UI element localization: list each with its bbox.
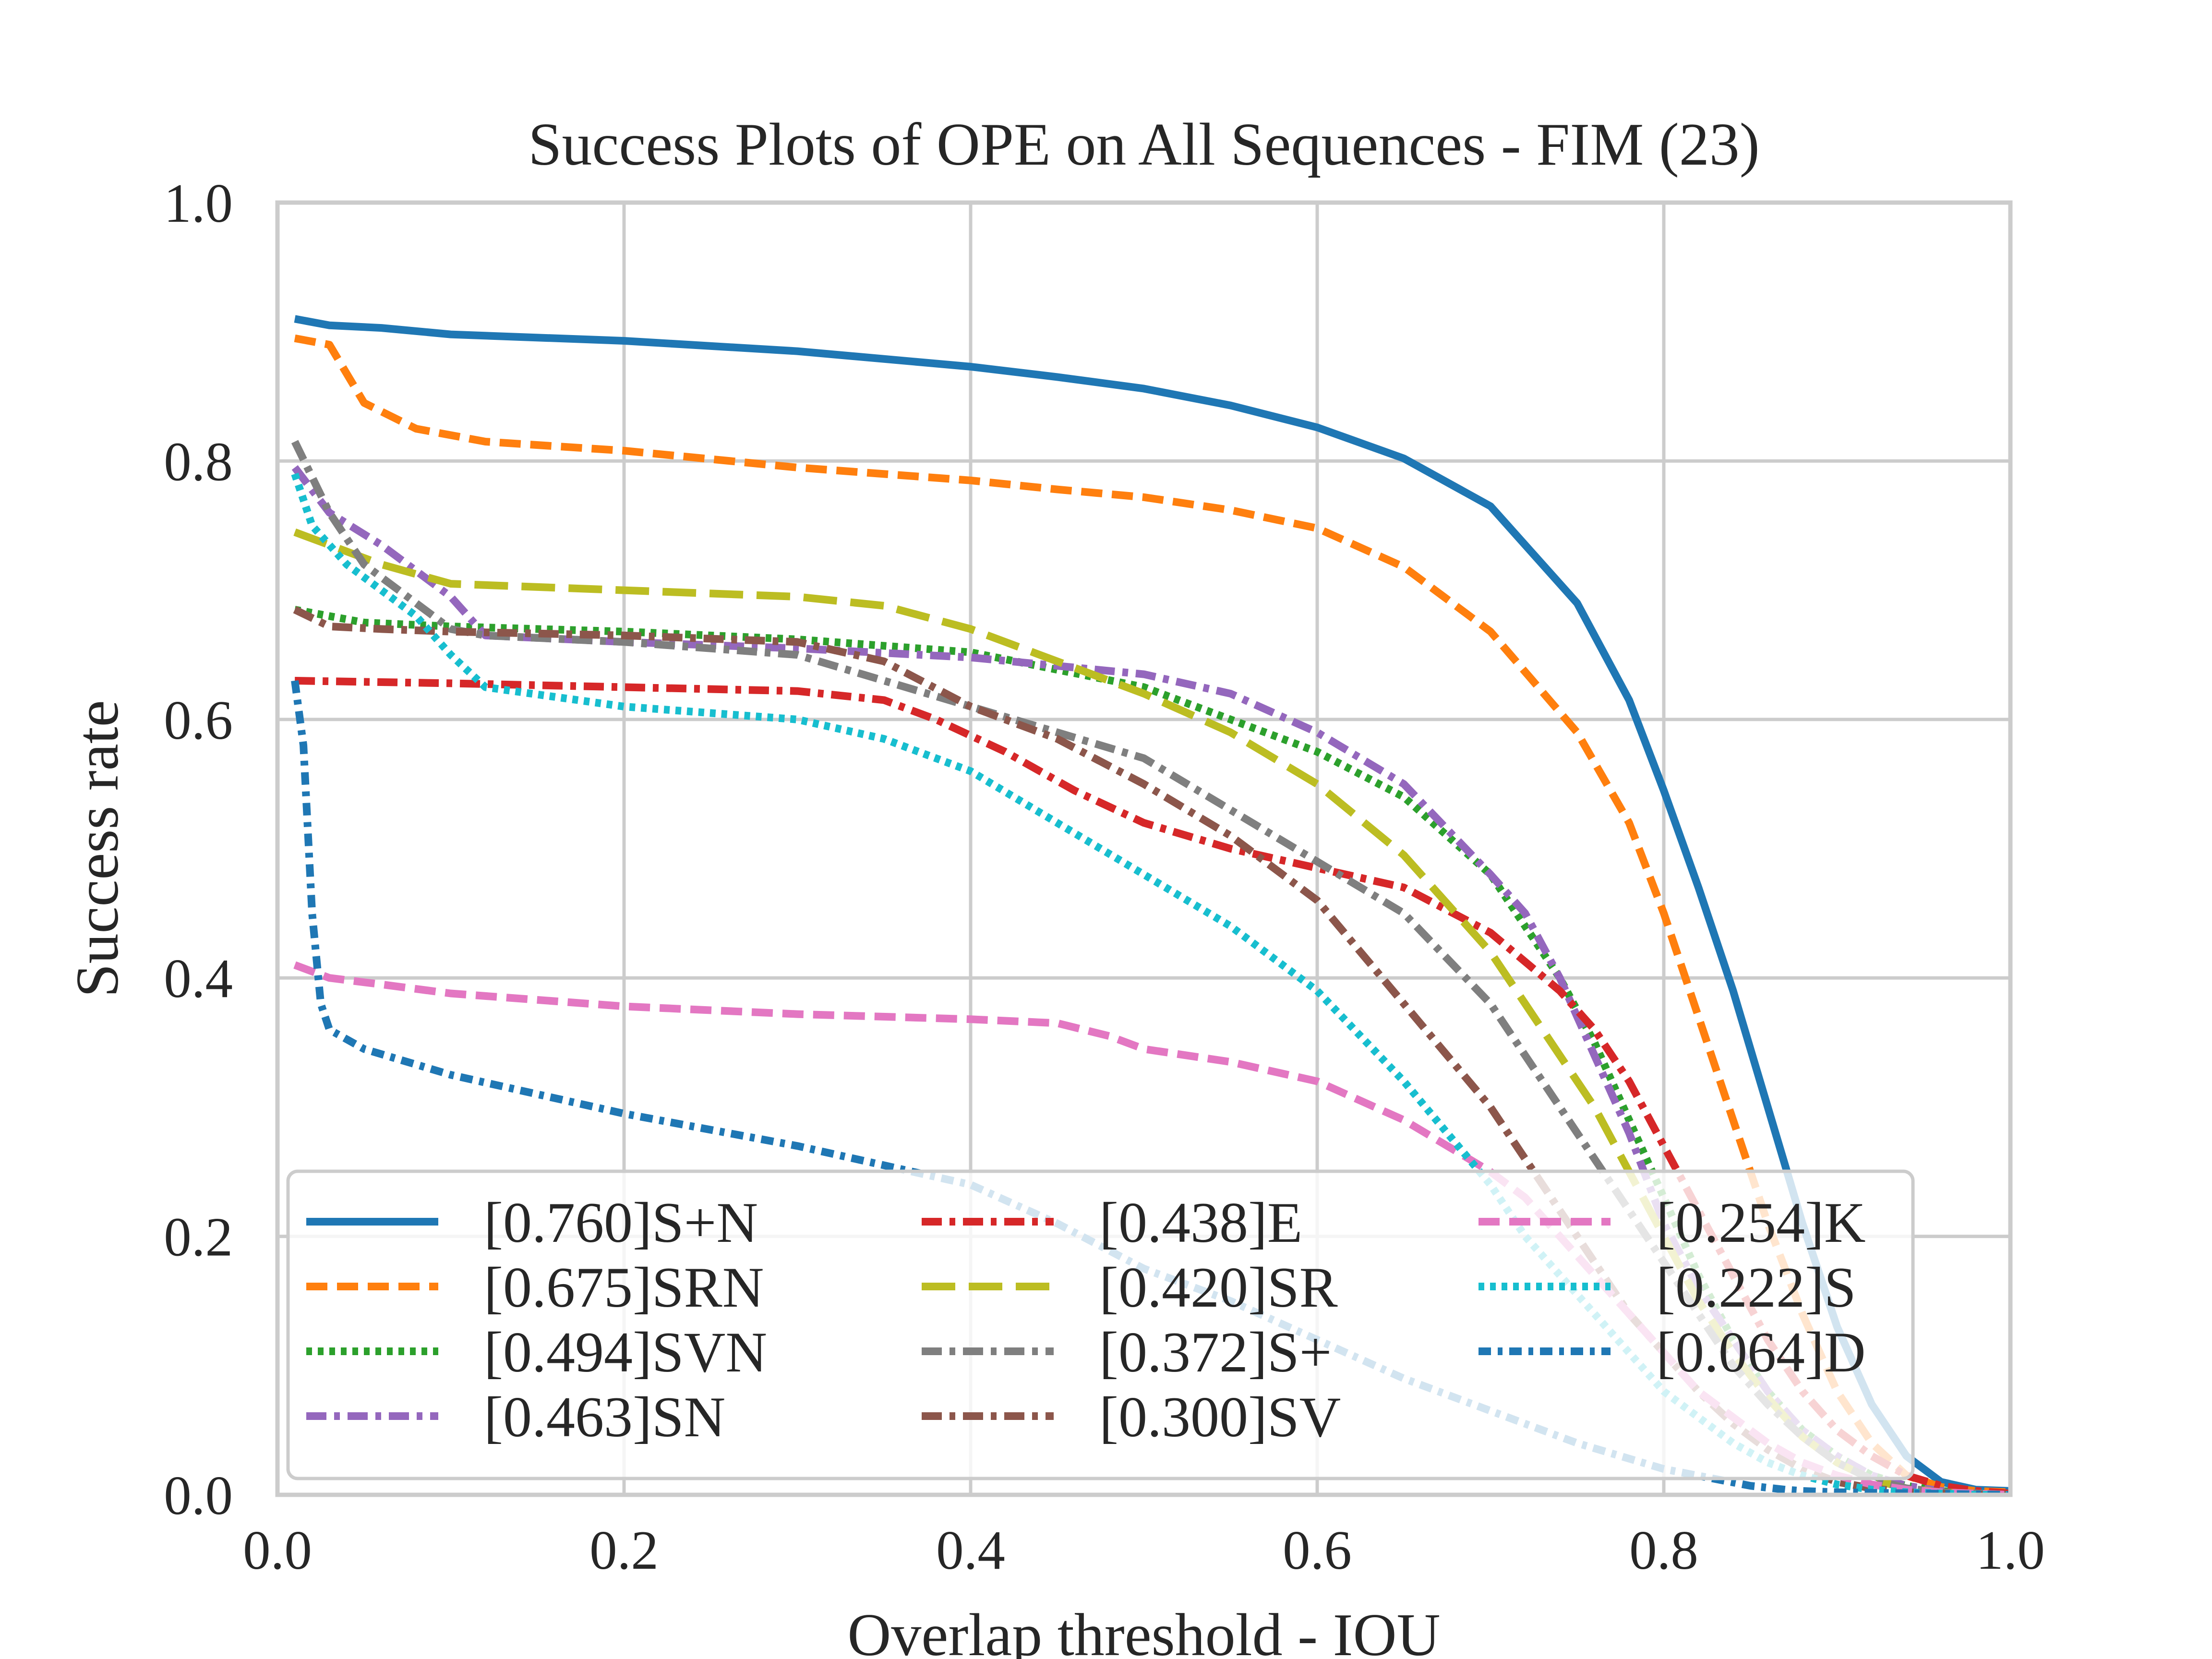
legend-label: [0.064]D — [1656, 1320, 1866, 1384]
chart-title: Success Plots of OPE on All Sequences - … — [528, 111, 1759, 178]
x-tick-label: 0.8 — [1629, 1520, 1698, 1581]
series-line-2 — [294, 606, 2010, 1495]
y-tick-label: 0.8 — [164, 431, 233, 492]
tick-labels: 0.0 0.2 0.4 0.6 0.8 1.0 0.0 0.2 0.4 0.6 0.8 1.0 — [164, 173, 2045, 1581]
x-tick-label: 0.4 — [936, 1520, 1005, 1581]
legend-label: [0.760]S+N — [484, 1190, 758, 1254]
y-tick-label: 0.2 — [164, 1207, 233, 1268]
legend-label: [0.675]SRN — [484, 1255, 764, 1319]
x-axis-label: Overlap threshold - IOU — [847, 1602, 1440, 1659]
y-tick-label: 1.0 — [164, 173, 233, 234]
x-tick-label: 0.0 — [243, 1520, 312, 1581]
legend: [0.760]S+N[0.675]SRN[0.494]SVN[0.463]SN [… — [286, 1169, 1915, 1480]
y-tick-label: 0.6 — [164, 690, 233, 751]
legend-box — [286, 1169, 1915, 1480]
y-axis-label: Success rate — [64, 700, 131, 997]
x-tick-label: 1.0 — [1976, 1520, 2045, 1581]
y-tick-label: 0.0 — [164, 1465, 233, 1526]
legend-label: [0.420]SR — [1099, 1255, 1338, 1319]
series-line-4 — [294, 677, 2010, 1495]
legend-label: [0.254]K — [1656, 1190, 1866, 1254]
y-tick-label: 0.4 — [164, 948, 233, 1009]
legend-label: [0.372]S+ — [1099, 1320, 1332, 1384]
legend-label: [0.494]SVN — [484, 1320, 767, 1384]
legend-label: [0.222]S — [1656, 1255, 1856, 1319]
plot-frame — [275, 200, 2013, 1497]
legend-label: [0.438]E — [1099, 1190, 1302, 1254]
legend-label: [0.463]SN — [484, 1385, 725, 1449]
x-tick-label: 0.2 — [589, 1520, 659, 1581]
x-tick-label: 0.6 — [1283, 1520, 1352, 1581]
legend-label: [0.300]SV — [1099, 1385, 1341, 1449]
